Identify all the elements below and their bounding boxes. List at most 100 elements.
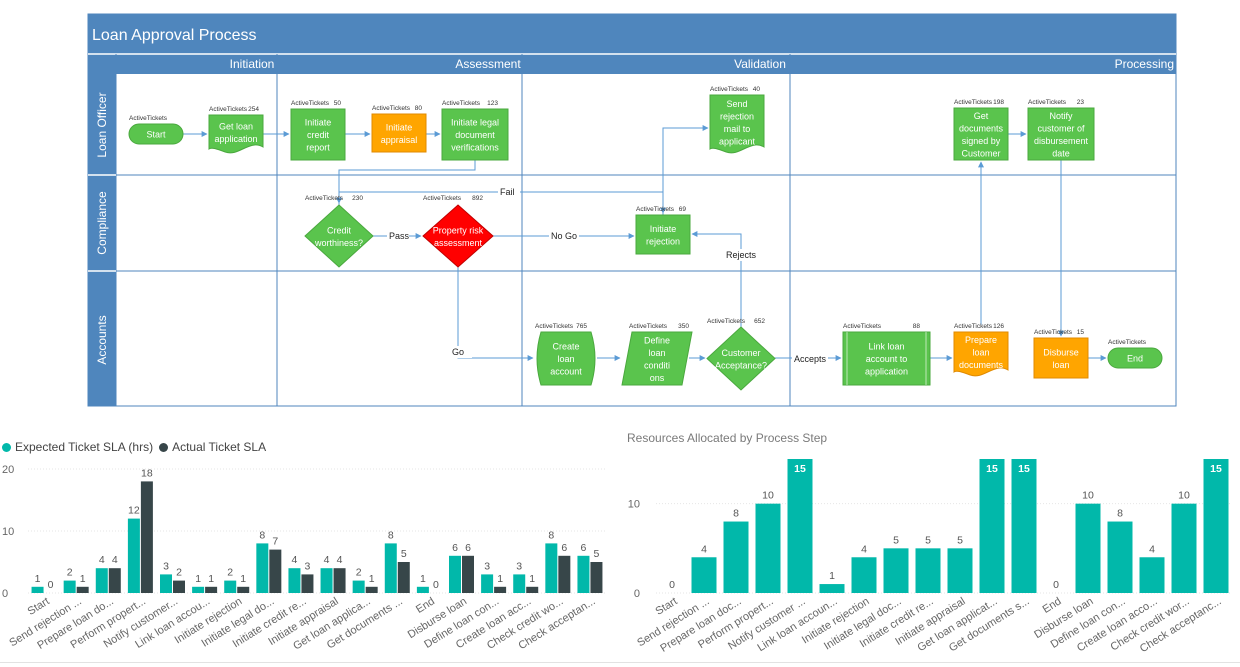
bar-expected[interactable] xyxy=(416,586,429,593)
node-legal[interactable]: ActiveTickets 123 Initiate legal document ve… xyxy=(441,100,509,161)
bar-actual[interactable] xyxy=(590,562,603,593)
bar-actual[interactable] xyxy=(462,555,474,593)
bar-expected[interactable] xyxy=(95,568,108,593)
bar-resources[interactable] xyxy=(1139,557,1165,593)
node-disburse[interactable]: ActiveTickets 15 Disburse loan xyxy=(1033,329,1089,379)
node-start[interactable]: ActiveTickets Start xyxy=(128,115,184,145)
active-tickets-label: ActiveTickets xyxy=(843,323,882,330)
bar-actual[interactable] xyxy=(173,580,185,593)
active-tickets-count: 198 xyxy=(993,99,1004,106)
bar-resources[interactable] xyxy=(1203,459,1229,593)
node-init-reject[interactable]: ActiveTickets 69 Initiate rejection xyxy=(635,206,691,255)
bar-actual[interactable] xyxy=(397,562,410,593)
bar-expected[interactable] xyxy=(513,574,526,593)
node-risk[interactable]: ActiveTickets 892 Property risk assessment xyxy=(422,195,494,268)
loan-approval-flowchart: Loan Approval Process Initiation Assessm… xyxy=(87,13,1177,407)
bar-expected[interactable] xyxy=(224,580,237,593)
bar-actual[interactable] xyxy=(494,586,507,593)
bar-resources[interactable] xyxy=(979,459,1005,593)
bar-expected[interactable] xyxy=(160,574,172,593)
bar-resources[interactable] xyxy=(1075,503,1101,593)
node-label: Send xyxy=(726,99,747,109)
node-label: appraisal xyxy=(381,135,418,145)
bar-expected[interactable] xyxy=(288,568,301,593)
bar-resources[interactable] xyxy=(851,557,877,593)
node-credit-worth[interactable]: ActiveTickets 230 Credit worthiness? xyxy=(304,195,374,268)
bar-expected[interactable] xyxy=(63,580,76,593)
bar-expected[interactable] xyxy=(352,580,365,593)
bar-expected[interactable] xyxy=(192,586,205,593)
node-define[interactable]: ActiveTickets 350 Define loan conditi ons xyxy=(621,323,693,386)
bar-actual[interactable] xyxy=(108,568,121,593)
node-prepare[interactable]: ActiveTickets 126 Prepare loan documents xyxy=(953,323,1009,377)
node-get-loan[interactable]: ActiveTickets 254 Get loan application xyxy=(208,106,264,154)
node-label: Link loan xyxy=(868,342,904,352)
node-label: customer of xyxy=(1037,123,1085,133)
data-label: 8 xyxy=(733,508,739,520)
data-label: 4 xyxy=(861,543,867,555)
legend-expected-label: Expected Ticket SLA (hrs) xyxy=(15,440,154,454)
node-notify[interactable]: ActiveTickets 23 Notify customer of disburse… xyxy=(1027,99,1095,161)
data-label: 6 xyxy=(581,542,587,554)
bar-actual[interactable] xyxy=(140,481,153,593)
bar-expected[interactable] xyxy=(545,543,558,593)
bar-actual[interactable] xyxy=(365,586,378,593)
lane-accounts: Accounts xyxy=(95,315,109,364)
legend-expected[interactable]: Expected Ticket SLA (hrs) xyxy=(2,440,153,454)
bar-resources[interactable] xyxy=(787,459,813,593)
bar-actual[interactable] xyxy=(333,568,346,593)
bar-actual[interactable] xyxy=(558,555,571,593)
bar-resources[interactable] xyxy=(691,557,717,593)
bar-resources[interactable] xyxy=(1171,503,1197,593)
bar-expected[interactable] xyxy=(31,586,44,593)
bar-resources[interactable] xyxy=(947,548,973,593)
node-label: worthiness? xyxy=(314,238,363,248)
bar-expected[interactable] xyxy=(384,543,397,593)
node-label: Notify xyxy=(1049,111,1073,121)
resources-chart-title: Resources Allocated by Process Step xyxy=(627,431,828,445)
active-tickets-label: ActiveTickets xyxy=(129,115,168,122)
bar-actual[interactable] xyxy=(269,549,282,593)
bar-resources[interactable] xyxy=(755,503,781,593)
y-tick-label: 20 xyxy=(2,464,14,476)
node-get-docs[interactable]: ActiveTickets 198 Get documents signed by Cus… xyxy=(953,99,1009,161)
node-acceptance[interactable]: ActiveTickets 652 Customer Acceptance? xyxy=(706,318,776,391)
node-label: date xyxy=(1052,148,1070,158)
data-label: 15 xyxy=(794,463,806,475)
bar-resources[interactable] xyxy=(819,584,845,593)
legend-actual[interactable]: Actual Ticket SLA xyxy=(159,440,266,454)
bar-resources[interactable] xyxy=(915,548,941,593)
node-end[interactable]: ActiveTickets End xyxy=(1107,339,1163,369)
bar-expected[interactable] xyxy=(127,518,140,593)
bar-actual[interactable] xyxy=(205,586,218,593)
bar-resources[interactable] xyxy=(1107,521,1133,593)
node-rejection-mail[interactable]: ActiveTickets 40 Send rejection mail to appli… xyxy=(709,86,765,154)
node-label: account to xyxy=(866,354,908,364)
bar-expected[interactable] xyxy=(256,543,269,593)
node-appraisal[interactable]: ActiveTickets 80 Initiate appraisal xyxy=(371,105,427,153)
bar-expected[interactable] xyxy=(320,568,333,593)
node-credit-report[interactable]: ActiveTickets 50 Initiate credit report xyxy=(290,100,346,161)
data-label: 4 xyxy=(701,543,707,555)
data-label: 0 xyxy=(48,579,54,591)
bar-resources[interactable] xyxy=(723,521,749,593)
node-link[interactable]: ActiveTickets 88 Link loan account to applic… xyxy=(842,323,931,386)
data-label: 0 xyxy=(433,579,439,591)
bar-actual[interactable] xyxy=(301,574,314,593)
bar-actual[interactable] xyxy=(76,586,89,593)
active-tickets-label: ActiveTickets xyxy=(636,206,675,213)
bar-actual[interactable] xyxy=(526,586,539,593)
edge-label-accepts: Accepts xyxy=(794,354,827,364)
node-create-loan[interactable]: ActiveTickets 765 Create loan account xyxy=(535,323,596,386)
bar-expected[interactable] xyxy=(449,555,461,593)
bar-actual[interactable] xyxy=(237,586,250,593)
bar-expected[interactable] xyxy=(577,555,590,593)
bar-expected[interactable] xyxy=(481,574,494,593)
data-label: 5 xyxy=(594,548,600,560)
active-tickets-count: 126 xyxy=(993,323,1004,330)
bar-resources[interactable] xyxy=(1011,459,1037,593)
bar-resources[interactable] xyxy=(883,548,909,593)
data-label: 15 xyxy=(1018,463,1030,475)
